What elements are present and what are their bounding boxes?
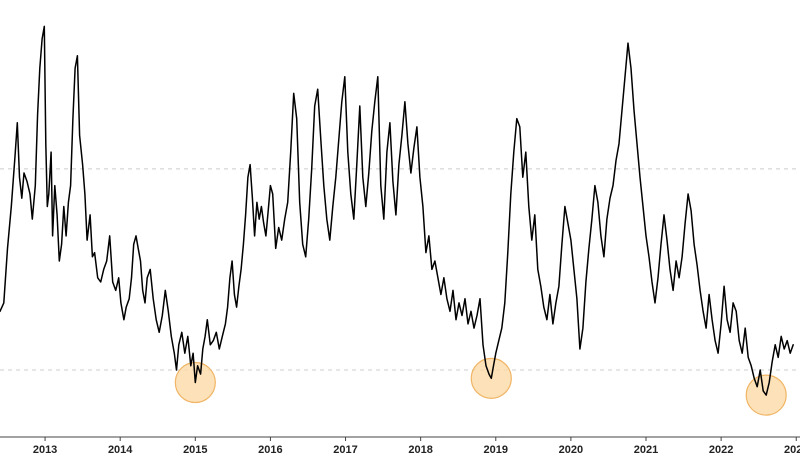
highlight-layer: [174, 357, 787, 416]
x-tick-label-2020: 2020: [559, 444, 583, 456]
x-tick-label-2022: 2022: [709, 444, 733, 456]
x-tick-label-2023: 2023: [784, 444, 800, 456]
grid-layer: [0, 168, 800, 371]
x-tick-label-2017: 2017: [333, 444, 357, 456]
x-tick-label-2014: 2014: [108, 444, 133, 456]
x-tick-label-2015: 2015: [183, 444, 207, 456]
line-layer: [0, 25, 794, 396]
x-tick-label-2019: 2019: [484, 444, 508, 456]
x-tick-label-2016: 2016: [258, 444, 282, 456]
series-line-0: [0, 25, 794, 396]
x-tick-label-2013: 2013: [33, 444, 57, 456]
x-tick-label-2018: 2018: [408, 444, 432, 456]
x-tick-label-2021: 2021: [634, 444, 658, 456]
x-axis: 2013 2014 2015 2016 2017 2018 2019 2020 2021 2022…: [0, 436, 800, 456]
